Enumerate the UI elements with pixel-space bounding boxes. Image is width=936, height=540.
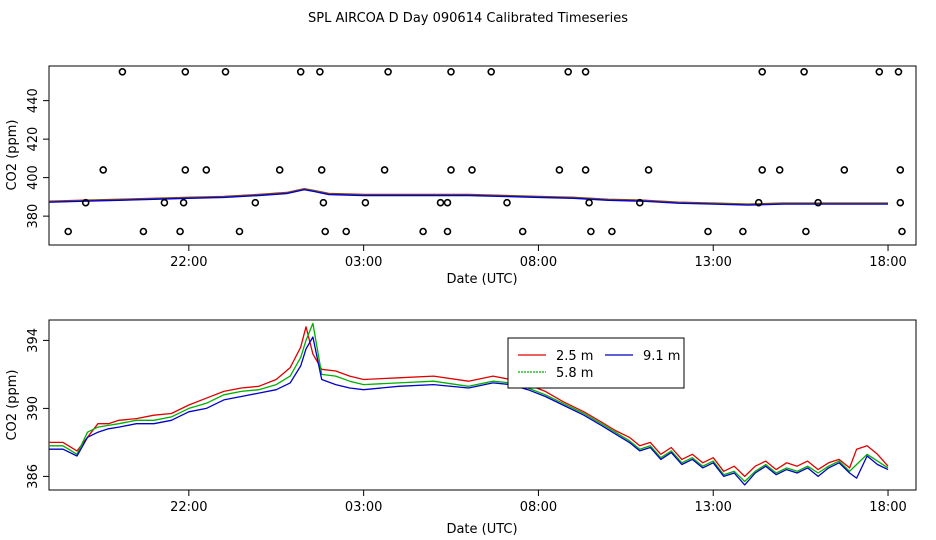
flag-point [321, 227, 330, 236]
flag-point [447, 68, 455, 76]
bottom-x-tick-label: 18:00 [869, 500, 906, 515]
flag-point [447, 166, 455, 174]
legend-label-5-8m: 5.8 m [556, 366, 593, 381]
flag-point [487, 68, 496, 76]
bottom-x-axis-label: Date (UTC) [446, 522, 517, 537]
bottom-x-tick-label: 22:00 [170, 500, 207, 515]
bottom-panel-frame [48, 319, 917, 491]
flag-point [875, 68, 884, 76]
top-mean-series [48, 187, 888, 206]
flag-point [160, 198, 169, 207]
flag-point [181, 166, 190, 174]
flag-point [64, 227, 72, 236]
flag-point [564, 68, 573, 76]
bottom-y-axis-label: CO2 (ppm) [5, 369, 20, 440]
flag-point [555, 166, 564, 174]
flag-point [235, 227, 244, 236]
flag-point [361, 198, 370, 207]
flag-point [176, 227, 184, 236]
bottom-x-tick-label: 08:00 [520, 500, 557, 515]
series-line-9-1-m [49, 336, 889, 486]
flag-point [581, 166, 590, 174]
flag-point [758, 166, 767, 174]
bottom-x-tick-label: 03:00 [345, 500, 382, 515]
flag-point [181, 68, 190, 76]
top-x-tick-label: 18:00 [869, 255, 906, 270]
flag-point [436, 198, 445, 207]
flag-point [587, 227, 595, 236]
top-y-tick-label: 420 [26, 127, 41, 152]
flag-point [704, 227, 712, 236]
flag-point [443, 198, 452, 207]
flag-point [319, 198, 328, 207]
flag-point [468, 166, 476, 174]
flag-point [758, 68, 767, 76]
legend-box [507, 337, 685, 389]
top-y-axis-label: CO2 (ppm) [5, 119, 20, 190]
flag-point [202, 166, 211, 174]
legend-label-2-5m: 2.5 m [556, 349, 593, 364]
flag-point [635, 198, 644, 207]
bottom-axis-ticks: 22:00 03:00 08:00 13:00 18:00 386 390 394 [26, 328, 907, 515]
series-line-2-5-m [49, 326, 889, 478]
flag-point [179, 198, 188, 207]
flag-point [221, 68, 230, 76]
flag-point [384, 68, 392, 76]
flag-point [99, 166, 107, 174]
bottom-panel: 22:00 03:00 08:00 13:00 18:00 386 390 394 2.5 m… [5, 319, 917, 537]
top-y-tick-label: 400 [26, 165, 41, 190]
bottom-y-tick-label: 386 [26, 464, 41, 489]
flag-point [840, 166, 849, 174]
chart-title: SPL AIRCOA D Day 090614 Calibrated Times… [308, 11, 628, 26]
flag-point [894, 68, 903, 76]
legend-label-9-1m: 9.1 m [643, 349, 680, 364]
flag-point [585, 198, 593, 207]
flag-point [380, 166, 389, 174]
top-axis-ticks: 22:00 03:00 08:00 13:00 18:00 380 400 420 440 [26, 88, 907, 270]
bottom-y-tick-label: 390 [26, 396, 41, 421]
flag-point [251, 198, 260, 207]
top-panel: 22:00 03:00 08:00 13:00 18:00 380 400 420 440 Da… [5, 65, 917, 287]
flag-point [896, 198, 905, 207]
bottom-y-tick-label: 394 [26, 328, 41, 353]
top-x-tick-label: 08:00 [520, 255, 557, 270]
legend: 2.5 m 9.1 m 5.8 m [507, 337, 685, 389]
top-flag-points [64, 68, 906, 236]
flag-point [81, 198, 90, 207]
top-x-axis-label: Date (UTC) [446, 272, 517, 287]
flag-point [814, 198, 822, 207]
flag-point [419, 227, 427, 236]
flag-point [503, 198, 511, 207]
flag-point [754, 198, 763, 207]
flag-point [802, 227, 810, 236]
flag-point [896, 166, 905, 174]
flag-point [518, 227, 527, 236]
bottom-series-lines [49, 322, 889, 486]
flag-point [800, 68, 808, 76]
flag-point [739, 227, 747, 236]
bottom-x-tick-label: 13:00 [694, 500, 731, 515]
flag-point [608, 227, 616, 236]
flag-point [581, 68, 590, 76]
flag-point [898, 227, 906, 236]
flag-point [316, 68, 324, 76]
flag-point [317, 166, 326, 174]
flag-point [275, 166, 284, 174]
flag-point [296, 68, 305, 76]
series-line-5-8-m [49, 322, 889, 483]
top-y-tick-label: 380 [26, 204, 41, 229]
flag-point [443, 227, 452, 236]
top-y-tick-label: 440 [26, 88, 41, 113]
top-x-tick-label: 13:00 [694, 255, 731, 270]
top-panel-frame [48, 65, 917, 246]
flag-point [139, 227, 148, 236]
flag-point [342, 227, 351, 236]
top-mean-line [48, 189, 888, 206]
flag-point [644, 166, 653, 174]
flag-point [775, 166, 784, 174]
top-x-tick-label: 03:00 [345, 255, 382, 270]
flag-point [118, 68, 127, 76]
top-x-tick-label: 22:00 [170, 255, 207, 270]
